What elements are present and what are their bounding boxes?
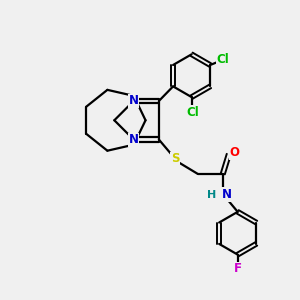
Text: N: N: [221, 188, 231, 201]
Text: S: S: [171, 152, 179, 165]
Text: H: H: [207, 190, 216, 200]
Text: Cl: Cl: [187, 106, 200, 119]
Text: N: N: [129, 133, 139, 146]
Text: N: N: [129, 94, 139, 107]
Text: Cl: Cl: [216, 52, 229, 66]
Text: O: O: [230, 146, 240, 160]
Text: F: F: [234, 262, 242, 275]
